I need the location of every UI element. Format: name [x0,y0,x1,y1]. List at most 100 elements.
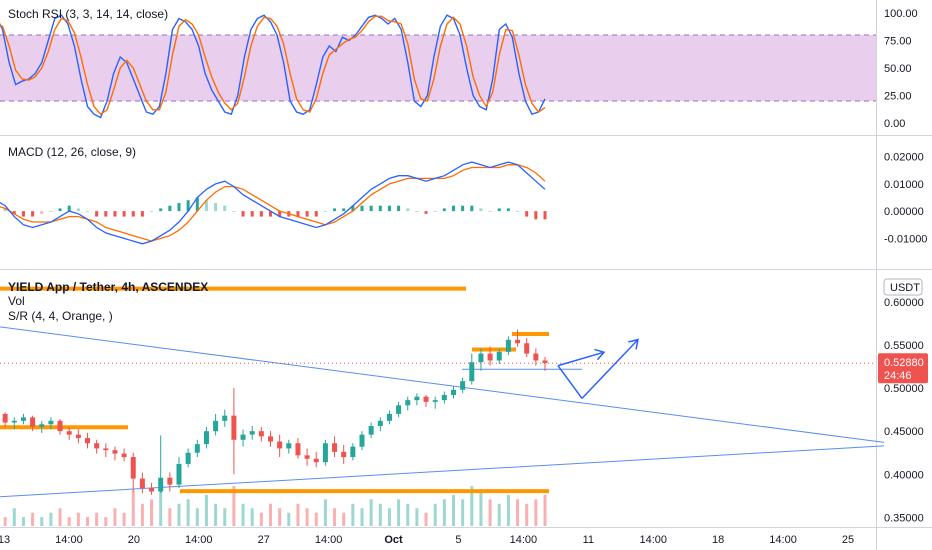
stoch-rsi-pane[interactable] [0,14,876,119]
volume-bar [159,486,163,526]
macd-histogram-bar [497,208,501,212]
price-title: YIELD App / Tether, 4h, ASCENDEX [8,280,208,294]
time-x-tick: 27 [258,534,270,546]
volume-bar [323,499,327,526]
volume-bar [461,499,465,526]
macd-histogram-bar [461,205,465,212]
time-x-tick: 20 [128,534,140,546]
macd-histogram-bar [113,211,117,217]
macd-histogram-bar [314,211,318,217]
macd-histogram-bar [31,211,35,217]
volume-bar [342,512,346,526]
candle-body [396,405,402,414]
price-y-tick: 0.40000 [884,469,924,481]
macd-histogram-bar [67,205,71,212]
macd-pane[interactable] [0,161,547,245]
candle-body [2,413,8,423]
candle-body [405,400,411,406]
currency-label: USDT [890,282,920,294]
currency-box[interactable] [883,278,923,296]
projection-arrow[interactable] [557,351,605,367]
price-pane[interactable] [0,286,885,526]
projection-arrow-head [628,338,639,350]
candle-body [304,455,310,459]
price-y-tick: 0.35000 [884,512,924,524]
time-x-tick: 14:00 [55,534,83,546]
volume-bar [168,508,172,526]
time-x-tick: 13 [0,534,10,546]
macd-histogram-bar [186,200,190,212]
volume-bar [76,512,80,526]
volume-bar [214,503,218,526]
macd-histogram-bar [516,211,520,212]
projection-arrow[interactable] [581,339,639,399]
macd-histogram-bar [40,211,44,214]
macd-histogram-bar [232,211,236,212]
candle-body [75,434,81,439]
candle-body [377,420,383,426]
candle-body [158,477,164,492]
candle-body [57,420,63,432]
volume-bar [497,503,501,526]
candle-body [368,426,374,435]
volume-bar [177,503,181,526]
volume-bar [351,503,355,526]
projection-path[interactable] [557,365,583,399]
macd-histogram-bar [534,211,538,220]
candle-body [258,431,264,437]
volume-bar [250,508,254,526]
volume-bar [452,494,455,526]
candle-body [194,444,200,453]
volume-bar [58,508,62,526]
macd-histogram-bar [415,211,419,212]
macd-histogram-bar [104,211,108,217]
macd-histogram-bar [150,211,154,212]
candle-body [66,431,72,435]
candle-body [213,420,219,432]
projection-arrow-head [594,348,606,361]
macd-histogram-bar [122,211,126,217]
macd-histogram-bar [159,208,163,212]
trendline[interactable] [0,326,885,443]
macd-histogram-bar [3,208,7,212]
macd-histogram-bar [296,211,300,217]
volume-bar [269,503,272,526]
time-x-tick: 14:00 [769,534,797,546]
candle-body [515,339,521,344]
candle-body [85,438,90,444]
time-x-tick: 14:00 [510,534,538,546]
volume-bar [49,512,53,526]
stoch-band [0,35,876,101]
volume-bar [287,512,291,526]
candle-body [48,420,54,425]
macd-histogram-bar [479,208,483,212]
last-price-value: 0.52880 [884,357,924,369]
volume-bar [204,494,208,526]
candle-body [332,443,338,452]
time-x-tick: 25 [842,534,854,546]
macd-histogram-bar [12,211,16,214]
trendline[interactable] [0,445,885,498]
price-y-tick: 0.60000 [884,297,924,309]
macd-macd-line [0,161,546,245]
macd-histogram-bar [168,205,172,212]
candle-body [20,417,26,421]
candle-body [268,436,273,442]
candle-body [185,452,191,464]
volume-bar [104,517,108,526]
macd-histogram-bar [131,211,135,217]
candle-body [322,443,328,463]
volume-bar [525,503,529,526]
macd-title: MACD (12, 26, close, 9) [8,145,136,159]
macd-histogram-bar [21,211,25,217]
stoch-y-tick: 0.00 [884,118,905,130]
candle-body [359,434,365,447]
macd-histogram-bar [424,211,428,214]
macd-histogram-bar [204,200,208,212]
volume-bar [131,490,135,526]
volume-bar [113,508,117,526]
macd-histogram-bar [49,211,53,212]
candle-body [496,351,502,361]
price-y-tick: 0.45000 [884,426,924,438]
